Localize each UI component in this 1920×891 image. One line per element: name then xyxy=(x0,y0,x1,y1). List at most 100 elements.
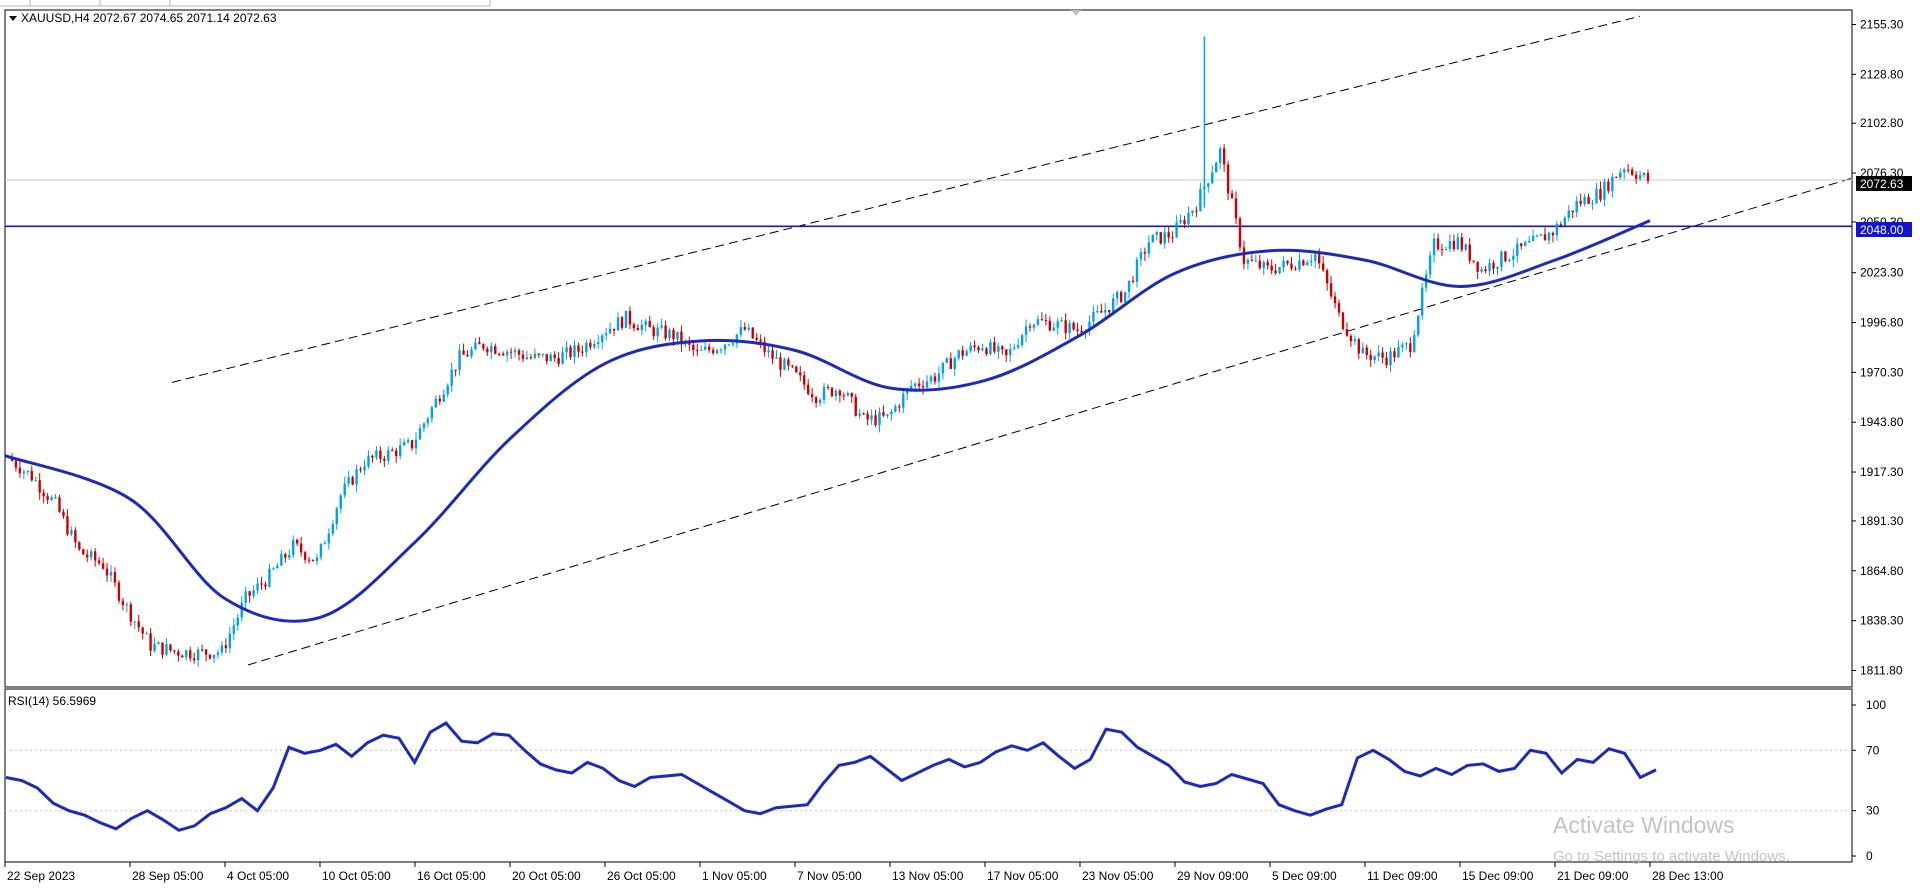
price-panel[interactable] xyxy=(4,9,1853,688)
candle-body xyxy=(74,530,77,543)
rsi-tick-label: 70 xyxy=(1866,743,1880,757)
candle-body xyxy=(149,633,152,651)
candle-body xyxy=(1191,210,1194,213)
price-tick-label: 1970.30 xyxy=(1860,365,1904,379)
candle-body xyxy=(165,644,168,655)
candle-body xyxy=(335,508,338,525)
candle-body xyxy=(882,412,885,416)
candle-body xyxy=(878,412,881,426)
candle-body xyxy=(1171,237,1174,239)
candle-body xyxy=(644,321,647,325)
candle-body xyxy=(1405,343,1408,345)
time-tick-label: 17 Nov 05:00 xyxy=(987,869,1059,883)
candle-body xyxy=(1634,174,1638,179)
candle-body xyxy=(1646,173,1650,181)
candle-body xyxy=(129,604,133,622)
candle-body xyxy=(117,582,121,601)
candle-body xyxy=(482,344,485,349)
candle-body xyxy=(121,600,125,606)
candle-body xyxy=(1040,319,1044,321)
price-tick-label: 1917.30 xyxy=(1860,465,1904,479)
candle-body xyxy=(434,398,438,408)
candle-body xyxy=(1028,326,1032,328)
candle-body xyxy=(1135,259,1139,282)
candle-body xyxy=(969,345,972,352)
candle-body xyxy=(640,324,644,331)
candle-body xyxy=(387,450,390,461)
candle-body xyxy=(1009,348,1012,356)
candle-body xyxy=(93,551,97,561)
candle-body xyxy=(38,480,41,493)
candle-body xyxy=(1131,280,1135,282)
candle-body xyxy=(375,450,378,458)
candle-body xyxy=(1413,335,1416,353)
channel-lines[interactable] xyxy=(171,15,1853,666)
candle-body xyxy=(1286,260,1289,264)
candle-body xyxy=(993,342,996,352)
candle-body xyxy=(1112,298,1115,313)
candle-body xyxy=(1361,347,1364,354)
candle-body xyxy=(288,554,291,558)
candle-body xyxy=(1440,249,1444,251)
candle-body xyxy=(953,358,956,369)
candle-body xyxy=(1401,344,1404,348)
candle-body xyxy=(1092,311,1095,322)
candle-body xyxy=(1147,242,1151,254)
candle-body xyxy=(367,455,370,467)
candle-body xyxy=(902,393,905,408)
candle-body xyxy=(1266,261,1269,266)
candle-body xyxy=(212,654,216,659)
candle-body xyxy=(323,543,327,545)
candle-body xyxy=(46,496,49,500)
candle-body xyxy=(818,399,822,403)
candle-body xyxy=(34,480,37,482)
candle-body xyxy=(858,413,861,416)
candle-body xyxy=(601,335,604,343)
candle-body xyxy=(838,390,842,396)
candle-body xyxy=(1056,321,1059,328)
candle-body xyxy=(414,439,418,449)
candle-body xyxy=(307,559,311,561)
rsi-tick-label: 30 xyxy=(1866,804,1880,818)
candle-body xyxy=(1012,347,1016,349)
candle-body xyxy=(929,376,933,382)
candle-body xyxy=(462,350,465,355)
candle-body xyxy=(236,617,239,626)
candle-body xyxy=(921,386,925,388)
candle-body xyxy=(58,497,61,512)
candle-body xyxy=(509,351,513,353)
candle-body xyxy=(1500,251,1503,268)
candle-body xyxy=(1329,283,1333,297)
candle-body xyxy=(1611,176,1614,192)
candle-body xyxy=(537,353,541,355)
candle-body xyxy=(1460,237,1464,250)
candle-body xyxy=(1464,244,1467,250)
candle-body xyxy=(1587,196,1590,204)
price-tick-label: 1943.80 xyxy=(1860,415,1904,429)
candle-body xyxy=(185,650,188,658)
candle-body xyxy=(220,645,224,653)
chart-shift-marker[interactable] xyxy=(1071,10,1081,16)
rsi-panel[interactable] xyxy=(4,688,1853,863)
candle-body xyxy=(549,354,552,362)
candle-body xyxy=(1436,238,1440,250)
candle-body xyxy=(109,572,113,576)
candle-body xyxy=(731,343,735,345)
candle-body xyxy=(157,642,160,645)
symbol-menu-icon[interactable] xyxy=(9,16,17,21)
candle-body xyxy=(1571,210,1574,212)
candle-body xyxy=(890,411,893,415)
candle-body xyxy=(42,492,45,497)
candle-body xyxy=(402,442,406,446)
candle-body xyxy=(632,324,636,328)
candle-body xyxy=(196,649,200,661)
candle-body xyxy=(854,396,857,416)
candle-body xyxy=(870,415,873,420)
candle-body xyxy=(22,471,26,474)
candle-body xyxy=(315,557,319,562)
candle-body xyxy=(513,350,517,353)
time-tick-label: 15 Dec 09:00 xyxy=(1462,869,1534,883)
candle-body xyxy=(474,342,477,350)
